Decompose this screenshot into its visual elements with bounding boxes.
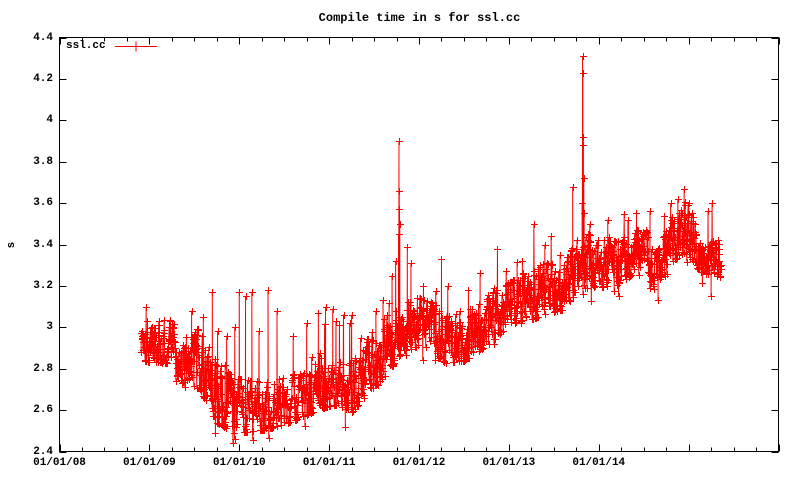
x-tick-label: 01/01/12: [392, 457, 446, 469]
x-tick-label: 01/01/08: [33, 457, 86, 469]
y-tick-label: 3.6: [33, 197, 53, 210]
y-tick-label: 4: [46, 114, 53, 127]
y-tick-label: 4.2: [33, 72, 53, 85]
y-tick-label: 3.4: [33, 238, 53, 251]
y-tick-label: 2.4: [33, 445, 53, 458]
y-tick-label: 2.8: [33, 362, 53, 375]
x-tick-label: 01/01/14: [572, 457, 626, 469]
chart-title: Compile time in s for ssl.cc: [318, 11, 521, 25]
x-tick-label: 01/01/10: [212, 457, 266, 469]
x-tick-label: 01/01/09: [122, 457, 176, 469]
y-tick-label: 4.4: [33, 31, 53, 44]
y-tick-label: 3: [46, 321, 53, 334]
legend: ssl.cc: [66, 40, 157, 53]
y-tick-label: 3.2: [33, 279, 53, 292]
x-tick-label: 01/01/11: [302, 457, 356, 469]
legend-plus-line-icon: [114, 41, 157, 52]
y-tick-label: 3.8: [33, 155, 53, 168]
x-tick-label: 01/01/13: [482, 457, 536, 469]
legend-series-label: ssl.cc: [66, 40, 106, 52]
y-tick-label: 2.6: [33, 404, 53, 417]
